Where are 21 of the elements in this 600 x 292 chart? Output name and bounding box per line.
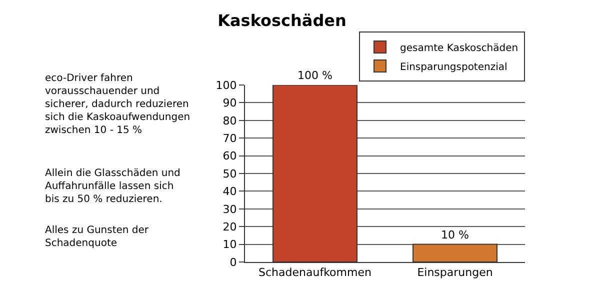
legend-label: Einsparungspotenzial [400, 62, 508, 73]
y-tick-label: 60 [222, 150, 237, 163]
x-tick-label: Schadenaufkommen [258, 266, 372, 280]
y-tick-label: 70 [222, 132, 237, 145]
text: Allein die Glasschäden und Auffahrunfälle lassen sich bis zu 50 % reduzieren. [45, 168, 180, 205]
data-label: 100 % [298, 69, 332, 82]
y-tick-label: 20 [222, 220, 237, 234]
chart-title: Kaskoschäden [218, 10, 346, 30]
data-label: 10 % [441, 228, 469, 242]
y-tick-label: 30 [222, 202, 237, 216]
y-tick-label: 100 [216, 78, 237, 92]
text: eco-Driver fahren vorausschauender und sicherer, dadurch reduzieren sich die Kaskoaufwendungen zwischen 10 - 15 % [45, 73, 190, 136]
legend-label: gesamte Kaskoschäden [400, 42, 518, 54]
y-tick-label: 10 [222, 238, 237, 252]
y-tick-label: 90 [222, 96, 237, 110]
y-tick-label: 40 [222, 185, 237, 198]
y-tick-label: 0 [230, 256, 237, 269]
y-tick-label: 80 [222, 114, 237, 128]
text: Alles zu Gunsten der Schadenquote [45, 225, 150, 249]
y-tick-label: 50 [222, 167, 237, 180]
x-tick-label: Einsparungen [417, 266, 493, 280]
